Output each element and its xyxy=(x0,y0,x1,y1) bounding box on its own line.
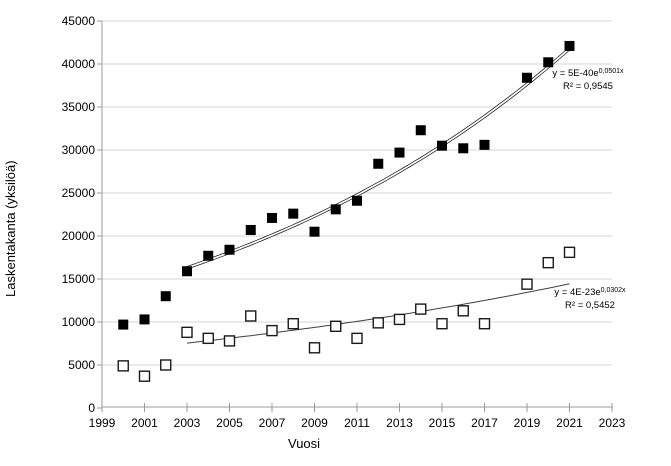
x-tick-label: 2013 xyxy=(386,416,413,430)
data-point-open-square xyxy=(457,305,469,317)
data-point-open-square xyxy=(351,332,363,345)
trendline-upper xyxy=(186,47,571,270)
data-point-filled-square xyxy=(330,204,341,215)
data-point-filled-square xyxy=(479,139,490,150)
data-point-filled-square xyxy=(373,158,384,169)
data-point-open-square xyxy=(393,313,406,326)
y-tick-label: 5000 xyxy=(68,358,95,372)
y-axis-title: Laskentakanta (yksilöä) xyxy=(3,160,18,297)
equation-lower-exponent: 0,0302x xyxy=(600,286,626,294)
data-point-filled-square xyxy=(288,208,299,219)
data-point-filled-square xyxy=(458,143,469,154)
data-point-filled-square xyxy=(160,291,171,302)
data-point-open-square xyxy=(138,370,151,382)
x-axis-title: Vuosi xyxy=(288,436,321,451)
data-point-open-square xyxy=(160,359,172,371)
x-tick-label: 1999 xyxy=(89,416,116,430)
y-tick-label: 20000 xyxy=(62,229,96,243)
data-point-open-square xyxy=(372,317,384,329)
data-point-open-square xyxy=(245,310,257,322)
data-point-open-square xyxy=(563,246,576,259)
data-point-filled-square xyxy=(245,224,256,235)
data-point-filled-square xyxy=(394,147,405,158)
data-point-open-square xyxy=(436,318,448,330)
data-point-open-square xyxy=(330,320,342,332)
data-point-filled-square xyxy=(203,250,214,261)
data-point-filled-square xyxy=(182,266,192,277)
y-tick-label: 30000 xyxy=(62,143,96,157)
y-tick-label: 0 xyxy=(88,401,95,415)
data-point-open-square xyxy=(542,256,554,269)
y-tick-label: 15000 xyxy=(62,272,96,286)
y-tick-label: 10000 xyxy=(62,315,96,329)
data-point-open-square xyxy=(117,360,129,372)
data-point-filled-square xyxy=(437,140,447,151)
data-point-filled-square xyxy=(267,212,277,223)
x-tick-label: 2005 xyxy=(216,416,243,430)
x-tick-label: 2023 xyxy=(599,416,626,430)
x-tick-label: 2011 xyxy=(344,416,370,430)
equation-lower-r2: R² = 0,5452 xyxy=(565,299,615,311)
trendline-lower xyxy=(186,283,570,344)
data-point-open-square xyxy=(223,335,236,347)
x-tick-label: 2015 xyxy=(429,416,456,430)
data-point-filled-square xyxy=(118,319,129,330)
equation-upper-r2: R² = 0,9545 xyxy=(563,80,613,92)
x-tick-label: 2021 xyxy=(556,416,583,430)
equation-lower-formula: y = 4E-23e0,0302x xyxy=(554,286,626,299)
x-tick-label: 2007 xyxy=(259,416,286,430)
equation-upper-formula: y = 5E-40e0,0501x xyxy=(552,67,624,80)
data-point-open-square xyxy=(287,318,299,330)
x-tick-label: 2009 xyxy=(301,416,328,430)
data-point-filled-square xyxy=(352,195,362,206)
x-tick-label: 2003 xyxy=(174,416,201,430)
data-point-open-square xyxy=(266,324,278,337)
data-point-filled-square xyxy=(415,125,426,136)
data-point-filled-square xyxy=(564,40,575,51)
trendline-equation-upper: y = 5E-40e0,0501x R² = 0,9545 xyxy=(538,68,638,92)
data-point-filled-square xyxy=(522,72,532,83)
x-tick-label: 2019 xyxy=(514,416,541,430)
data-point-open-square xyxy=(521,278,533,290)
trendline-equation-lower: y = 4E-23e0,0302x R² = 0,5452 xyxy=(540,287,640,311)
data-point-open-square xyxy=(181,326,193,339)
data-point-open-square xyxy=(308,342,321,354)
data-point-filled-square xyxy=(224,244,235,255)
y-tick-label: 45000 xyxy=(62,14,96,28)
data-point-open-square xyxy=(202,332,214,345)
data-point-open-square xyxy=(415,303,427,315)
trendline-upper-highlight xyxy=(186,47,571,269)
equation-upper-exponent: 0,0501x xyxy=(598,67,624,75)
data-point-filled-square xyxy=(309,226,320,237)
x-tick-label: 2017 xyxy=(471,416,498,430)
data-point-open-square xyxy=(478,318,491,330)
x-tick-label: 2001 xyxy=(131,416,158,430)
y-tick-label: 25000 xyxy=(62,186,96,200)
data-point-filled-square xyxy=(139,314,150,325)
y-tick-label: 40000 xyxy=(62,57,96,71)
y-tick-label: 35000 xyxy=(62,100,96,114)
data-point-filled-square xyxy=(543,57,554,68)
